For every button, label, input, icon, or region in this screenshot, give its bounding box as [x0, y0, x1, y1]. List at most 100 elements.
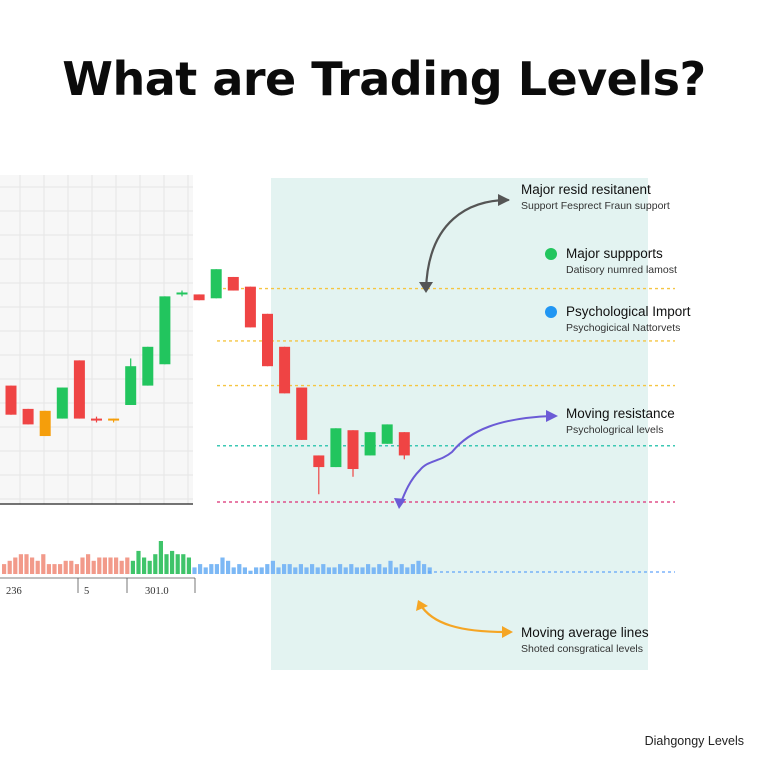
volume-bar	[332, 567, 337, 574]
candle-body	[108, 418, 120, 421]
annotation-subtitle: Support Fesprect Fraun support	[521, 200, 670, 212]
candle-body	[56, 387, 68, 419]
volume-bar	[52, 564, 57, 574]
candle-body	[5, 385, 17, 415]
volume-bar	[405, 567, 410, 574]
gray-arrowhead-top	[498, 194, 510, 206]
candle-body	[176, 292, 188, 295]
candle-body	[347, 430, 359, 470]
volume-bar	[142, 557, 147, 574]
volume-bar	[74, 564, 79, 574]
annotation-title: Psychological Import	[566, 304, 691, 319]
volume-bar	[254, 567, 259, 574]
candle-body	[73, 360, 85, 419]
volume-bar	[231, 567, 236, 574]
volume-bar	[198, 564, 203, 574]
gray-arrow	[424, 198, 510, 292]
volume-bar	[282, 564, 287, 574]
annotation-moving-resistance: Moving resistance Psychologrical levels	[566, 406, 675, 438]
annotation-major-supports: Major suppports Datisory numred lamost	[566, 246, 677, 278]
volume-bar	[315, 567, 320, 574]
candle-body	[193, 294, 205, 301]
volume-bar	[86, 554, 91, 574]
volume-bar	[371, 567, 376, 574]
volume-bar	[153, 554, 158, 574]
candle-body	[227, 276, 239, 291]
candle-body	[39, 410, 51, 437]
candle-body	[262, 313, 273, 367]
annotation-title: Major resid resitanent	[521, 182, 651, 197]
x-tick-label: 236	[6, 586, 22, 597]
volume-bar	[41, 554, 46, 574]
volume-bar	[360, 567, 365, 574]
candle-body	[279, 346, 291, 394]
volume-bar	[192, 567, 197, 574]
annotation-subtitle: Psychologrical levels	[566, 424, 664, 436]
volume-bar	[97, 557, 102, 574]
volume-bar	[293, 567, 298, 574]
candle-body	[296, 387, 308, 440]
volume-bar	[326, 567, 331, 574]
candle-body	[125, 366, 137, 405]
volume-bar	[91, 560, 96, 574]
volume-bar	[24, 554, 29, 574]
orange-arrowhead-top	[416, 600, 428, 611]
volume-bar	[416, 560, 421, 574]
volume-bar	[130, 560, 135, 574]
volume-bar	[310, 564, 315, 574]
volume-bar	[158, 541, 163, 574]
volume-bar	[108, 557, 113, 574]
annotation-arrows	[394, 194, 558, 638]
volume-bar	[304, 567, 309, 574]
volume-bar	[203, 567, 208, 574]
volume-bar	[343, 567, 348, 574]
x-tick-label: 5	[84, 586, 89, 597]
candle-body	[22, 408, 34, 425]
annotation-title: Major suppports	[566, 246, 663, 261]
volume-bar	[394, 567, 399, 574]
volume-bar	[270, 560, 275, 574]
annotation-title: Moving resistance	[566, 406, 675, 421]
volume-bar	[214, 564, 219, 574]
volume-bar	[265, 564, 270, 574]
volume-bar	[7, 560, 12, 574]
annotation-subtitle: Psychogicical Nattorvets	[566, 322, 681, 334]
volume-bar	[209, 564, 214, 574]
volume-bar	[114, 557, 119, 574]
volume-bar	[399, 564, 404, 574]
volume-bar	[298, 564, 303, 574]
gray-arrowhead-bottom	[419, 282, 433, 293]
volume-bar	[147, 560, 152, 574]
candle-body	[364, 432, 376, 456]
footer-caption: Diahgongy Levels	[644, 734, 744, 748]
volume-bar	[276, 567, 281, 574]
volume-bar	[69, 560, 74, 574]
volume-bar	[427, 567, 432, 574]
volume-bar	[13, 557, 18, 574]
candle-body	[381, 424, 393, 444]
volume-bar	[349, 564, 354, 574]
candle-body	[244, 286, 256, 328]
candle-body	[398, 432, 410, 456]
candle-body	[142, 346, 154, 386]
volume-bar	[102, 557, 107, 574]
volume-bar	[366, 564, 371, 574]
volume-bar	[136, 550, 141, 574]
candle-body	[210, 269, 222, 299]
level-lines	[217, 287, 675, 503]
candle-body	[330, 428, 342, 468]
purple-arrow	[399, 415, 553, 506]
volume-bar	[377, 564, 382, 574]
volume-bar	[181, 554, 186, 574]
volume-bar	[220, 557, 225, 574]
volume-bar	[242, 567, 247, 574]
volume-bar	[422, 564, 427, 574]
x-tick-label: 301.0	[145, 586, 169, 597]
volume-bar	[170, 550, 175, 574]
annotation-subtitle: Shoted consgratical levels	[521, 643, 643, 655]
volume-bar	[226, 560, 231, 574]
x-ticks: 236 5 301.0	[6, 578, 196, 597]
candles	[5, 269, 410, 495]
candle-body	[91, 418, 102, 421]
